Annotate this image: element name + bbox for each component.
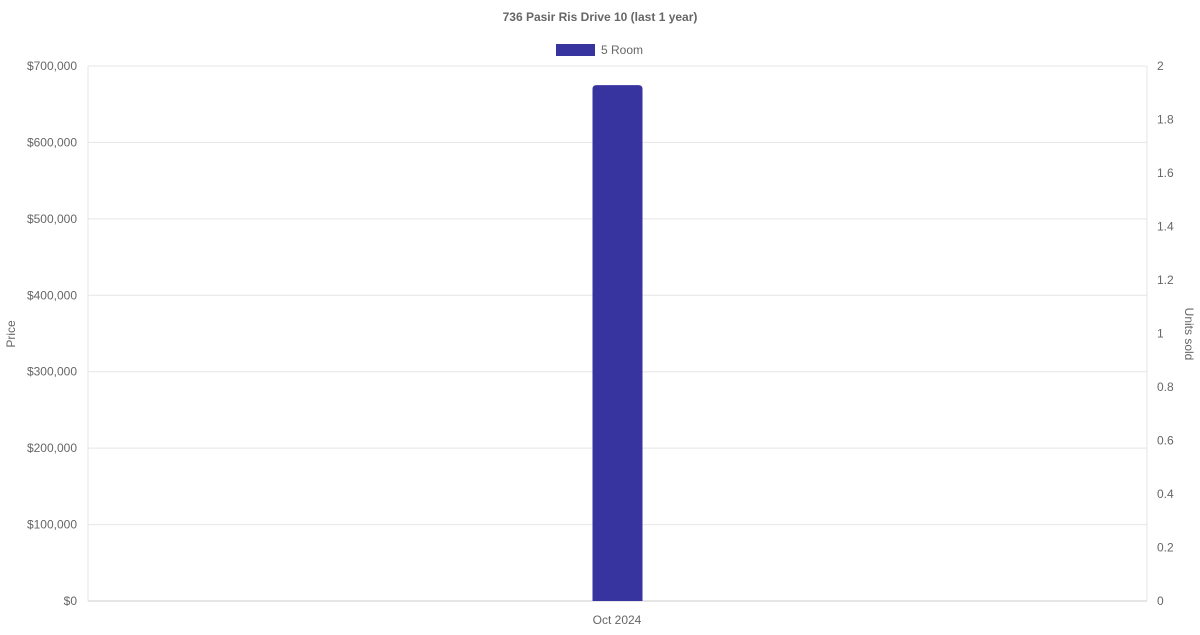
x-tick-label: Oct 2024 — [593, 613, 642, 627]
y-axis-title: Price — [4, 320, 18, 348]
y2-tick-label: 1.4 — [1157, 220, 1174, 234]
y-tick-label: $500,000 — [27, 212, 77, 226]
y2-tick-label: 0.8 — [1157, 380, 1174, 394]
y-tick-label: $700,000 — [27, 59, 77, 73]
chart-title: 736 Pasir Ris Drive 10 (last 1 year) — [503, 10, 698, 24]
y2-tick-label: 0.6 — [1157, 434, 1174, 448]
y2-tick-label: 0.4 — [1157, 487, 1174, 501]
y-tick-label: $400,000 — [27, 288, 77, 302]
y2-tick-label: 1.6 — [1157, 166, 1174, 180]
y-tick-label: $100,000 — [27, 518, 77, 532]
y-tick-label: $600,000 — [27, 135, 77, 149]
y2-tick-label: 1.2 — [1157, 273, 1174, 287]
y-tick-label: $0 — [64, 594, 78, 608]
legend-swatch[interactable] — [556, 44, 595, 56]
y2-tick-label: 0 — [1157, 594, 1164, 608]
y-tick-label: $300,000 — [27, 365, 77, 379]
y2-tick-label: 1 — [1157, 327, 1164, 341]
y-tick-label: $200,000 — [27, 441, 77, 455]
y2-tick-label: 1.8 — [1157, 113, 1174, 127]
y2-axis-title: Units sold — [1182, 308, 1196, 361]
legend-label[interactable]: 5 Room — [601, 43, 643, 57]
y2-tick-label: 2 — [1157, 59, 1164, 73]
y2-tick-label: 0.2 — [1157, 541, 1174, 555]
bar[interactable] — [592, 85, 643, 602]
